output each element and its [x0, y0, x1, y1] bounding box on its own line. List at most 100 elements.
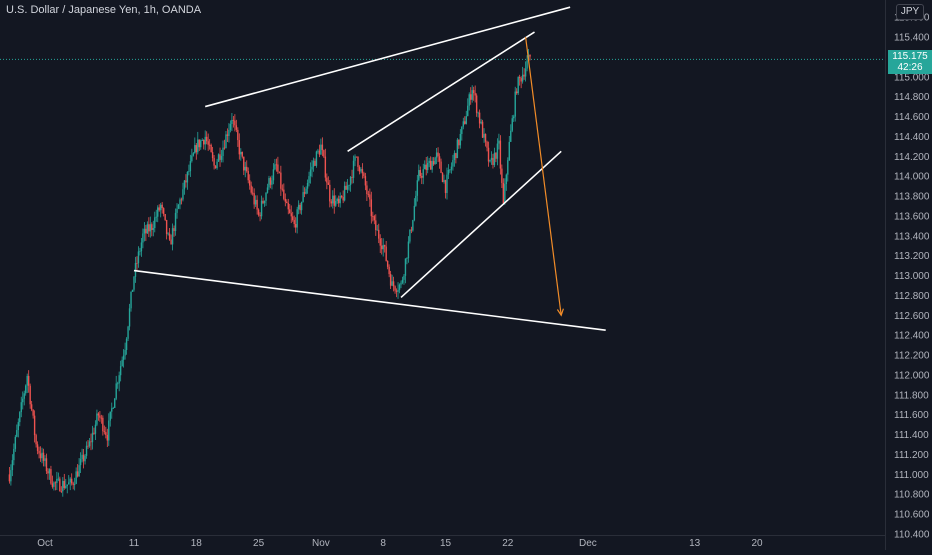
candle-body — [262, 200, 264, 204]
candle-body — [186, 171, 189, 183]
price-axis: 110.400 110.600 110.800 111.000 111.200 111.4… — [885, 0, 930, 550]
candle-body — [510, 130, 512, 142]
time-tick-label: 20 — [751, 538, 763, 549]
currency-badge[interactable]: JPY — [896, 4, 924, 20]
candle-body — [340, 195, 343, 198]
candle-body — [280, 172, 282, 189]
candle-body — [96, 413, 98, 425]
candle-body — [499, 140, 502, 169]
time-axis: Oct 11 18 25 Nov 8 15 22 Dec 13 20 — [0, 535, 885, 549]
candle-body — [50, 469, 52, 484]
candle-body — [375, 220, 377, 230]
candle-body — [407, 241, 410, 259]
time-tick-label: 18 — [191, 538, 203, 549]
candle-body — [23, 393, 25, 399]
candle-body — [378, 229, 380, 239]
candle-body — [182, 189, 184, 200]
price-tick-label: 111.800 — [894, 390, 929, 401]
candle-body — [370, 199, 373, 217]
candle-body — [422, 169, 424, 178]
candle-body — [133, 276, 135, 290]
candle-body — [62, 480, 64, 492]
price-tick-label: 113.200 — [894, 251, 930, 262]
candle-body — [115, 383, 117, 399]
projection-arrow-head — [556, 308, 564, 317]
candle-body — [415, 195, 417, 206]
candle-body — [170, 239, 172, 245]
candle-body — [259, 214, 261, 217]
candle-body — [373, 216, 375, 221]
candle-body — [302, 192, 304, 202]
candle-body — [293, 220, 295, 225]
candle-body — [149, 224, 152, 232]
candle-body — [471, 90, 473, 100]
candle-body — [419, 170, 421, 177]
candle-body — [127, 326, 129, 339]
candle-body — [204, 136, 206, 145]
candle-body — [459, 133, 462, 146]
candle-body — [142, 233, 144, 243]
candle-body — [114, 398, 116, 408]
candle-body — [323, 150, 325, 157]
candle-body — [136, 263, 138, 264]
candle-body — [22, 398, 24, 403]
candle-body — [240, 151, 242, 155]
candle-body — [429, 160, 432, 170]
candle-body — [382, 245, 384, 250]
candle-body — [278, 171, 281, 173]
candle-body — [342, 197, 344, 201]
price-tick-label: 111.600 — [894, 410, 929, 421]
price-tick-label: 110.800 — [894, 490, 930, 501]
candle-body — [25, 385, 27, 394]
candle-body — [249, 180, 251, 186]
candle-body — [81, 454, 83, 460]
candle-body — [277, 164, 279, 172]
candle-body — [379, 238, 381, 246]
candle-body — [162, 208, 165, 214]
candle-body — [468, 94, 470, 106]
candle-body — [360, 169, 362, 172]
candle-body — [364, 176, 367, 186]
candle-body — [140, 242, 143, 252]
candle-body — [484, 133, 487, 142]
rising-support-line — [400, 150, 562, 299]
candle-body — [366, 185, 368, 195]
candle-body — [112, 407, 114, 409]
candle-body — [324, 156, 327, 178]
candle-body — [474, 93, 476, 96]
candle-body — [296, 209, 298, 228]
candle-body — [108, 420, 110, 441]
candle-body — [191, 155, 193, 162]
candle-body — [66, 484, 68, 487]
candle-body — [385, 246, 387, 261]
candle-body — [69, 478, 71, 483]
candle-body — [57, 478, 60, 480]
candle-body — [361, 169, 364, 174]
candle-body — [72, 483, 74, 485]
candle-body — [389, 274, 392, 286]
candle-body — [10, 470, 12, 482]
candle-body — [336, 198, 338, 202]
candle-body — [130, 291, 132, 309]
candle-body — [47, 471, 49, 474]
candle-body — [392, 281, 395, 287]
candle-body — [207, 141, 209, 145]
candle-body — [505, 174, 508, 185]
candle-body — [173, 228, 175, 232]
candle-body — [76, 471, 79, 477]
candle-body — [363, 173, 365, 177]
candle-body — [333, 195, 335, 206]
candle-body — [260, 200, 263, 217]
candle-body — [523, 74, 525, 77]
candle-body — [349, 177, 352, 186]
candle-body — [246, 166, 248, 172]
candle-body — [183, 180, 186, 190]
candle-body — [213, 158, 215, 166]
candle-body — [13, 448, 15, 461]
candle-body — [225, 134, 227, 149]
candle-body — [314, 160, 316, 166]
candle-body — [29, 385, 31, 405]
candle-body — [35, 435, 37, 445]
